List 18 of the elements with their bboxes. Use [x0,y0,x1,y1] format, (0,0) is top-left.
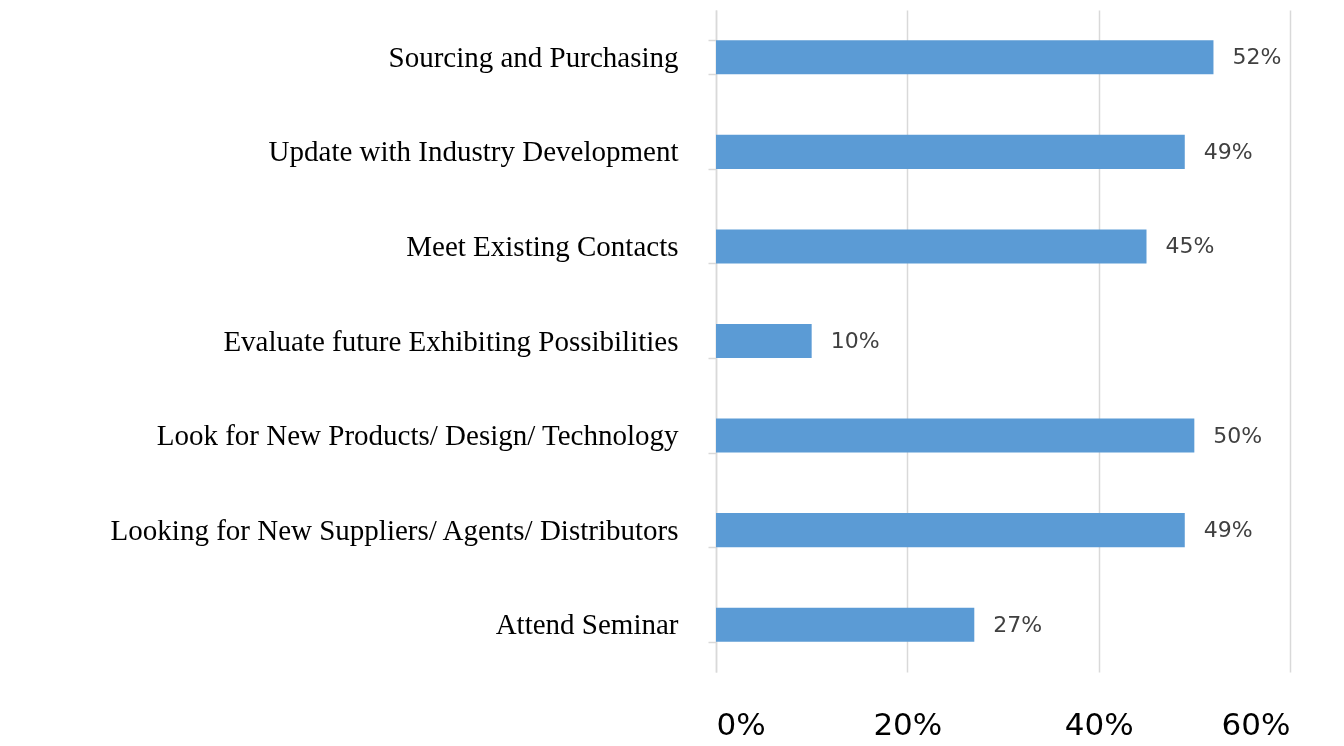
y-tick-label: Looking for New Suppliers/ Agents/ Distributors [110,513,679,546]
data-label: 27% [993,611,1043,637]
y-tick-label: Meet Existing Contacts [406,229,679,262]
y-tick-label: Sourcing and Purchasing [388,40,679,73]
data-label: 45% [1165,233,1215,259]
data-label: 49% [1203,138,1253,164]
y-tick-label: Evaluate future Exhibiting Possibilities [223,324,679,357]
x-tick-label: 0% [716,705,766,742]
y-tick-label: Look for New Products/ Design/ Technology [156,419,679,452]
y-tick-label: Update with Industry Development [268,135,679,168]
data-label: 50% [1213,422,1263,448]
x-tick-label: 60% [1221,705,1291,742]
data-label: 52% [1232,44,1282,70]
x-tick-label: 40% [1064,705,1134,742]
data-label: 10% [830,328,880,353]
data-label: 49% [1203,517,1253,543]
y-tick-label: Attend Seminar [495,608,679,641]
x-tick-label: 20% [873,705,943,742]
